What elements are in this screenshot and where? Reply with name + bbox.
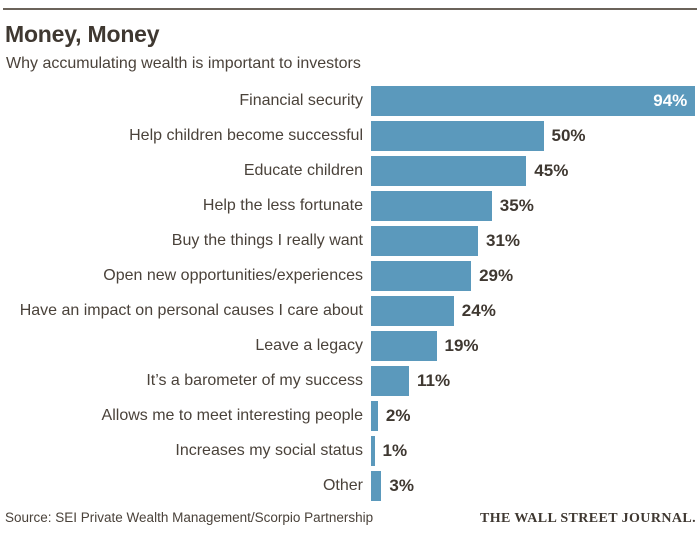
- bar-track: 24%: [371, 296, 700, 326]
- bar: [371, 226, 478, 256]
- chart-row: Buy the things I really want 31%: [0, 226, 700, 256]
- bar-value: 45%: [534, 161, 569, 180]
- bar-label: Educate children: [243, 162, 363, 179]
- chart-row: Increases my social status 1%: [0, 436, 700, 466]
- bar: 94%: [371, 86, 696, 116]
- bar-value: 3%: [389, 476, 414, 495]
- chart-row: Help children become successful 50%: [0, 121, 700, 151]
- bar-track: 94%: [371, 86, 700, 116]
- bar-label: Buy the things I really want: [171, 232, 363, 249]
- bar-label: Financial security: [239, 92, 363, 109]
- bar-value: 2%: [385, 406, 411, 425]
- chart-row: Open new opportunities/experiences 29%: [0, 261, 700, 291]
- chart-row: Leave a legacy 19%: [0, 331, 700, 361]
- bar: [371, 121, 544, 151]
- bar: [371, 366, 409, 396]
- chart-row: Financial security 94%: [0, 86, 700, 116]
- bar: [371, 191, 492, 221]
- bar-value: 29%: [479, 266, 514, 285]
- bar-value: 11%: [417, 371, 451, 390]
- bar: [371, 156, 527, 186]
- bar: [371, 261, 472, 291]
- top-rule: [3, 8, 697, 10]
- chart-row: Help the less fortunate 35%: [0, 191, 700, 221]
- chart-row: Other 3%: [0, 471, 700, 501]
- bar-label: Leave a legacy: [255, 337, 363, 354]
- bar-label: It’s a barometer of my success: [146, 372, 363, 389]
- bar-label: Help children become successful: [129, 127, 363, 144]
- chart-row: Educate children 45%: [0, 156, 700, 186]
- bar-track: 50%: [371, 121, 700, 151]
- bar-track: 11%: [371, 366, 700, 396]
- bar-value: 24%: [461, 301, 496, 320]
- bar: [371, 296, 454, 326]
- bar-value: 31%: [486, 231, 521, 250]
- bar-value: 94%: [653, 91, 688, 110]
- bar-value: 19%: [444, 336, 479, 355]
- chart-title: Money, Money: [5, 21, 160, 47]
- chart-subtitle: Why accumulating wealth is important to …: [6, 55, 361, 72]
- bar-label: Open new opportunities/experiences: [103, 267, 363, 284]
- bar-value: 50%: [551, 126, 586, 145]
- chart-row: Allows me to meet interesting people 2%: [0, 401, 700, 431]
- bar: [371, 436, 375, 466]
- bar-label: Have an impact on personal causes I care…: [19, 302, 363, 319]
- source-note: Source: SEI Private Wealth Management/Sc…: [5, 510, 374, 525]
- bar-track: 29%: [371, 261, 700, 291]
- bar-label: Help the less fortunate: [202, 197, 363, 214]
- chart-row: It’s a barometer of my success 11%: [0, 366, 700, 396]
- bar: [371, 401, 378, 431]
- bar-track: 19%: [371, 331, 700, 361]
- bar-value: 35%: [499, 196, 534, 215]
- wsj-logo: THE WALL STREET JOURNAL.: [479, 511, 696, 526]
- bar-label: Allows me to meet interesting people: [101, 407, 363, 424]
- bar-track: 2%: [371, 401, 700, 431]
- footer: Source: SEI Private Wealth Management/Sc…: [5, 510, 696, 527]
- bar-label: Increases my social status: [175, 442, 363, 459]
- bar-track: 35%: [371, 191, 700, 221]
- bar-label: Other: [322, 477, 363, 494]
- bar-track: 45%: [371, 156, 700, 186]
- bar-track: 1%: [371, 436, 700, 466]
- bar: [371, 471, 382, 501]
- bar-value: 1%: [382, 441, 408, 460]
- bar-track: 3%: [371, 471, 700, 501]
- bar: [371, 331, 437, 361]
- bar-chart: Financial security 94% Help children becom…: [0, 86, 700, 501]
- bar-track: 31%: [371, 226, 700, 256]
- chart-row: Have an impact on personal causes I care…: [0, 296, 700, 326]
